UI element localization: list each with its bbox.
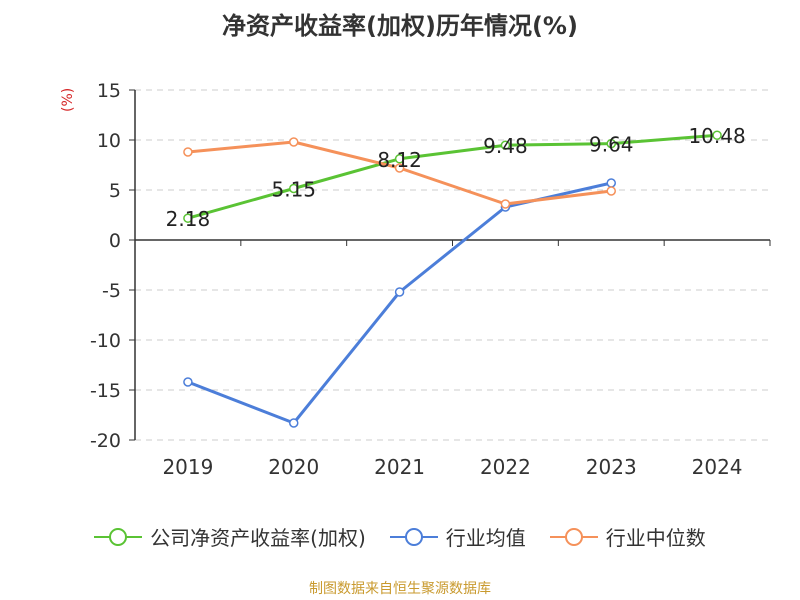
data-point xyxy=(289,183,299,194)
legend-item[interactable]: 公司净资产收益率(加权) xyxy=(94,522,366,551)
gridlines xyxy=(135,89,770,441)
y-tick-label: 10 xyxy=(97,130,121,152)
y-tick-label: -15 xyxy=(90,380,121,402)
y-tick-label: 0 xyxy=(109,230,121,252)
axes: 15 10 5 0 -5 -10 -15 -20 2019 2020 2021 2022 2023 202… xyxy=(90,80,771,479)
data-label: 2.18 xyxy=(166,207,211,231)
data-point xyxy=(183,213,193,223)
y-tick-label: 5 xyxy=(109,180,121,202)
legend-label: 行业均值 xyxy=(445,526,526,550)
y-tick-label: -10 xyxy=(90,330,121,352)
legend-circle xyxy=(109,527,128,546)
data-point xyxy=(183,377,193,387)
data-label: 8.12 xyxy=(377,148,422,172)
x-tick-label: 2021 xyxy=(374,455,425,479)
x-tick-label: 2020 xyxy=(268,455,319,479)
data-label: 5.15 xyxy=(271,178,316,202)
x-tick-label: 2022 xyxy=(480,455,531,479)
data-label: 10.48 xyxy=(688,124,745,148)
data-point xyxy=(606,138,616,149)
data-labels: 2.18 5.15 8.12 9.48 9.64 10.48 xyxy=(166,124,746,231)
chart-title: 净资产收益率(加权)历年情况(%) xyxy=(222,12,578,40)
data-point xyxy=(500,199,511,209)
source-note: 制图数据来自恒生聚源数据库 xyxy=(309,581,491,597)
data-point xyxy=(289,418,299,428)
legend-label: 公司净资产收益率(加权) xyxy=(150,526,366,550)
data-point xyxy=(394,163,405,173)
legend: 公司净资产收益率(加权) 行业均值 行业中位数 xyxy=(0,522,800,551)
data-point xyxy=(394,154,405,164)
x-tick-label: 2024 xyxy=(692,455,743,479)
y-tick-label: -5 xyxy=(102,280,121,302)
y-tick-label: 15 xyxy=(97,80,121,102)
legend-marker-icon xyxy=(94,527,143,546)
data-point xyxy=(183,147,193,157)
series-line xyxy=(187,181,612,425)
data-point xyxy=(289,137,299,147)
data-point xyxy=(712,130,722,140)
x-tick-label: 2023 xyxy=(586,455,637,479)
data-point xyxy=(606,186,616,196)
series-line xyxy=(187,133,718,220)
data-label: 9.64 xyxy=(589,133,634,157)
data-point xyxy=(606,178,616,188)
data-point xyxy=(500,140,511,150)
series-group xyxy=(183,130,722,428)
legend-circle xyxy=(404,527,423,546)
data-point xyxy=(394,287,405,297)
legend-label: 行业中位数 xyxy=(605,526,706,550)
x-tick-label: 2019 xyxy=(162,455,213,479)
data-label: 9.48 xyxy=(483,134,528,158)
legend-item[interactable]: 行业中位数 xyxy=(549,522,706,551)
legend-item[interactable]: 行业均值 xyxy=(389,522,526,551)
legend-marker-icon xyxy=(549,527,598,546)
legend-circle xyxy=(564,527,583,546)
y-tick-label: -20 xyxy=(90,430,121,452)
legend-marker-icon xyxy=(389,527,438,546)
